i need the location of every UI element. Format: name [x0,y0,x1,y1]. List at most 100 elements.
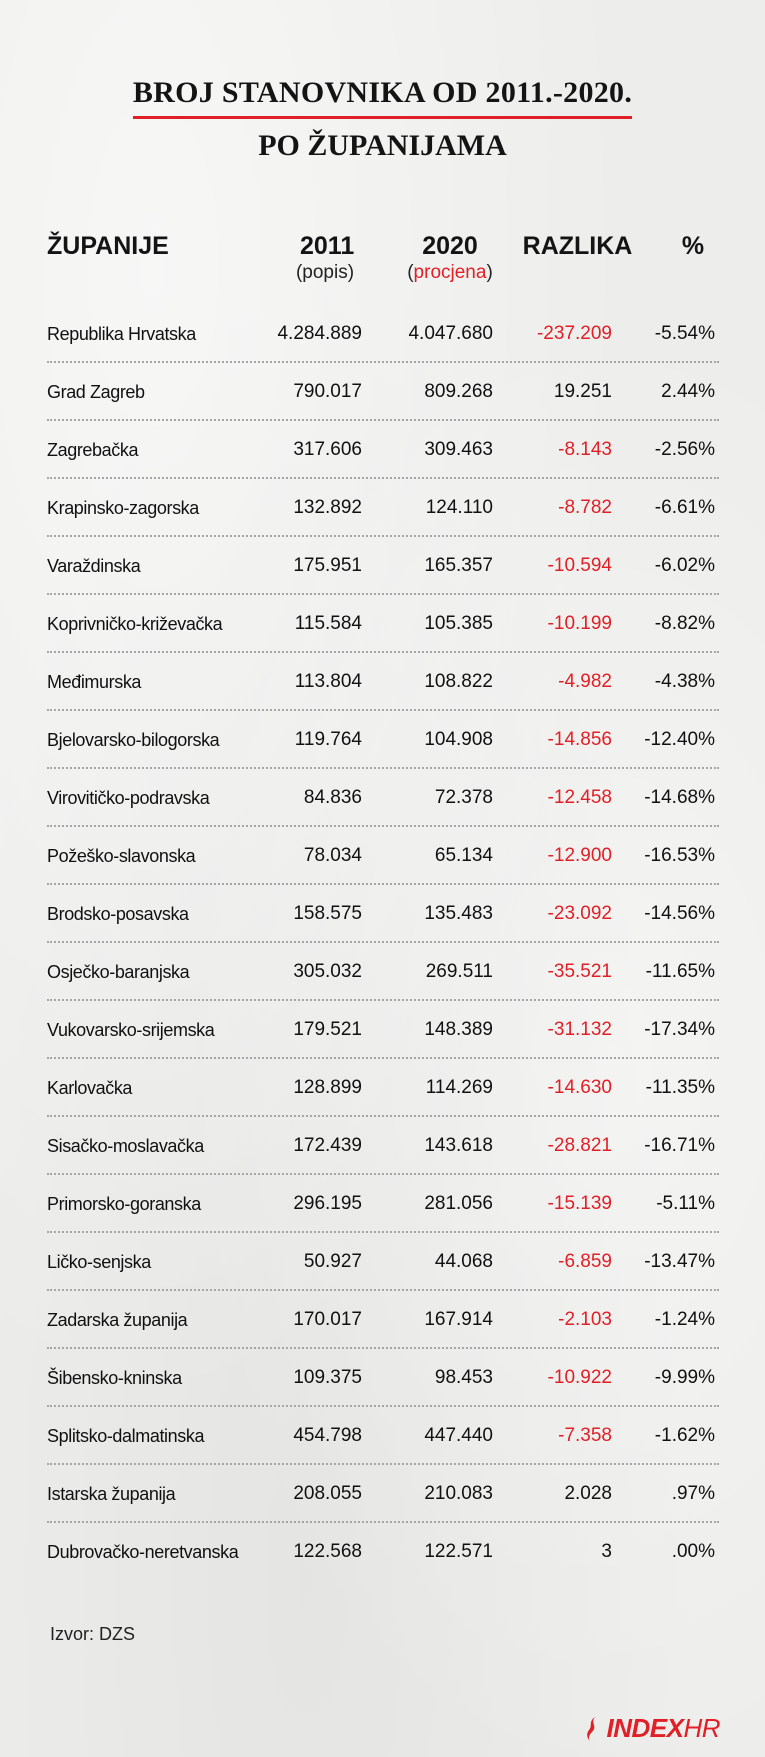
header-diff: RAZLIKA [522,232,633,260]
row-name: Osječko-baranjska [47,962,190,982]
table-row: Splitsko-dalmatinska 454.798 447.440 -7.358… [0,1407,765,1465]
row-value-pct: -17.34% [644,1019,715,1040]
row-value-2020: 135.483 [424,903,493,924]
table-row: Sisačko-moslavačka 172.439 143.618 -28.821 -… [0,1117,765,1175]
row-value-pct: -2.56% [654,439,715,460]
row-value-2011: 158.575 [293,903,362,924]
row-value-diff: -8.143 [558,439,612,460]
row-value-2011: 119.764 [294,729,362,750]
row-name: Koprivničko-križevačka [47,614,223,634]
row-name: Požeško-slavonska [47,846,196,866]
row-name: Krapinsko-zagorska [47,498,199,518]
row-value-diff: -237.209 [536,323,612,344]
row-value-diff: -14.630 [547,1077,612,1098]
row-name: Zagrebačka [47,440,139,460]
data-table: Republika Hrvatska 4.284.889 4.047.680 -237… [0,305,765,1581]
row-value-pct: -6.02% [654,555,715,576]
table-row: Zagrebačka 317.606 309.463 -8.143 -2.56% [0,421,765,479]
row-value-2020: 44.068 [434,1251,493,1272]
row-value-2011: 170.017 [293,1309,362,1330]
row-value-pct: -8.82% [654,613,715,634]
row-value-2020: 72.378 [434,787,493,808]
row-value-diff: -31.132 [547,1019,612,1040]
row-value-2011: 172.439 [293,1135,362,1156]
row-value-pct: -6.61% [654,497,715,518]
row-value-diff: -8.782 [558,497,612,518]
row-value-2020: 309.463 [424,439,493,460]
title-block: BROJ STANOVNIKA OD 2011.-2020. PO ŽUPANI… [0,76,765,163]
table-row: Vukovarsko-srijemska 179.521 148.389 -31.13… [0,1001,765,1059]
row-value-pct: -14.56% [644,903,715,924]
row-value-pct: -1.62% [654,1425,715,1446]
row-value-2020: 114.269 [425,1077,493,1098]
row-name: Grad Zagreb [47,382,145,402]
row-value-2011: 122.568 [293,1541,362,1562]
row-value-2020: 105.385 [424,613,493,634]
row-value-diff: -15.139 [547,1193,612,1214]
row-name: Primorsko-goranska [47,1194,201,1214]
header-2020-sub-text: procjena [413,262,487,283]
row-value-2011: 4.284.889 [277,323,362,344]
row-value-2011: 113.804 [294,671,362,692]
header-name: ŽUPANIJE [47,232,169,260]
row-value-2020: 148.389 [424,1019,493,1040]
index-logo: INDEX HR [586,1713,720,1744]
row-value-2011: 175.951 [293,555,362,576]
source-note: Izvor: DZS [50,1624,136,1644]
row-value-2011: 179.521 [293,1019,362,1040]
table-row: Varaždinska 175.951 165.357 -10.594 -6.02% [0,537,765,595]
row-value-2020: 65.134 [434,845,493,866]
header-2011: 2011 [300,232,355,260]
table-row: Požeško-slavonska 78.034 65.134 -12.900 -16.… [0,827,765,885]
row-value-pct: -16.53% [644,845,715,866]
row-value-2011: 84.836 [303,787,362,808]
row-value-pct: -1.24% [654,1309,715,1330]
row-value-pct: -11.35% [645,1077,715,1098]
row-value-diff: -10.922 [547,1367,612,1388]
row-name: Republika Hrvatska [47,324,196,344]
row-name: Zadarska županija [47,1310,188,1330]
row-value-2011: 317.606 [293,439,362,460]
row-value-diff: -10.199 [547,613,612,634]
row-name: Splitsko-dalmatinska [47,1426,205,1446]
row-value-diff: -7.358 [558,1425,612,1446]
row-value-diff: 3 [601,1541,612,1562]
header-2011-sub: (popis) [295,262,355,283]
row-value-2011: 790.017 [293,381,362,402]
row-value-2020: 269.511 [425,961,493,982]
row-value-2020: 165.357 [424,555,493,576]
row-value-diff: -12.458 [547,787,612,808]
row-name: Dubrovačko-neretvanska [47,1542,239,1562]
row-value-diff: -35.521 [547,961,612,982]
row-value-2011: 128.899 [293,1077,362,1098]
row-value-pct: -5.54% [654,323,715,344]
header-2020-sub: (procjena) [407,262,493,283]
header-2011-sub-text: popis [302,262,348,283]
row-name: Međimurska [47,672,142,692]
header-2020: 2020 [422,232,478,260]
row-value-2020: 104.908 [424,729,493,750]
row-value-2020: 281.056 [424,1193,493,1214]
table-row: Šibensko-kninska 109.375 98.453 -10.922 -9.9… [0,1349,765,1407]
table-row: Ličko-senjska 50.927 44.068 -6.859 -13.47% [0,1233,765,1291]
row-name: Virovitičko-podravska [47,788,210,808]
row-value-diff: 2.028 [564,1483,612,1504]
row-value-pct: -11.65% [645,961,715,982]
row-value-pct: 2.44% [661,381,715,402]
table-row: Grad Zagreb 790.017 809.268 19.251 2.44% [0,363,765,421]
row-name: Vukovarsko-srijemska [47,1020,215,1040]
row-value-2020: 809.268 [424,381,493,402]
row-value-2020: 210.083 [424,1483,493,1504]
row-value-2011: 132.892 [293,497,362,518]
table-row: Karlovačka 128.899 114.269 -14.630 -11.35% [0,1059,765,1117]
table-row: Krapinsko-zagorska 132.892 124.110 -8.782 -6… [0,479,765,537]
table-row: Zadarska županija 170.017 167.914 -2.103 -1.… [0,1291,765,1349]
table-row: Međimurska 113.804 108.822 -4.982 -4.38% [0,653,765,711]
row-value-pct: .97% [671,1483,715,1504]
row-value-2011: 208.055 [293,1483,362,1504]
row-value-pct: -9.99% [654,1367,715,1388]
chart-title: BROJ STANOVNIKA OD 2011.-2020. [132,76,633,119]
row-value-diff: -6.859 [558,1251,612,1272]
table-row: Primorsko-goranska 296.195 281.056 -15.139 -… [0,1175,765,1233]
row-value-2011: 454.798 [293,1425,362,1446]
